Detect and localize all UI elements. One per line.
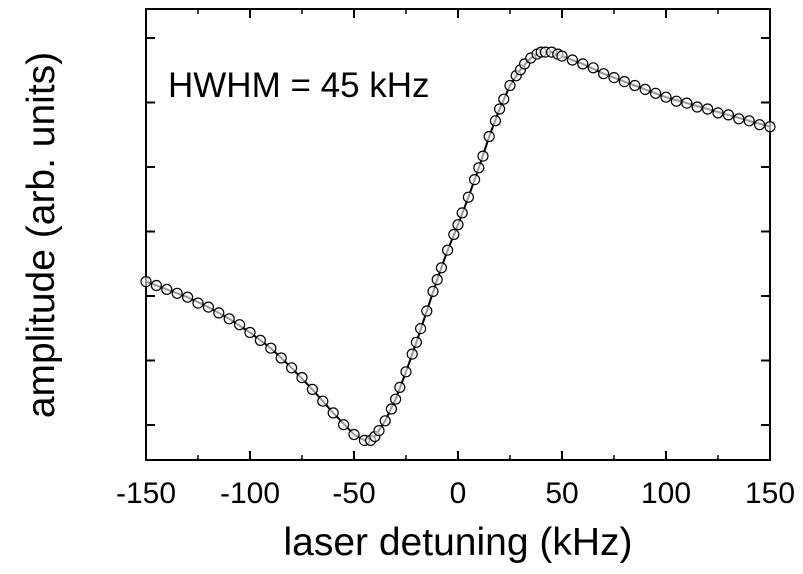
data-point bbox=[427, 285, 439, 297]
data-point bbox=[442, 244, 454, 256]
data-point bbox=[608, 71, 620, 84]
data-point bbox=[421, 305, 433, 317]
data-point bbox=[753, 119, 766, 131]
data-point bbox=[171, 287, 183, 299]
x-tick-label: 50 bbox=[545, 477, 578, 510]
data-point bbox=[498, 93, 510, 105]
fit-line bbox=[145, 51, 771, 442]
data-point bbox=[317, 395, 329, 407]
annotation: HWHM = 45 kHz bbox=[168, 66, 430, 105]
data-point bbox=[348, 428, 360, 441]
data-point bbox=[286, 362, 298, 374]
data-point bbox=[681, 97, 693, 109]
x-tick-label: -150 bbox=[116, 477, 176, 510]
data-point bbox=[701, 103, 714, 115]
data-point bbox=[691, 101, 703, 113]
data-point bbox=[629, 79, 641, 92]
data-point bbox=[477, 150, 489, 162]
data-point bbox=[150, 279, 162, 292]
data-point bbox=[587, 62, 599, 74]
data-point bbox=[743, 115, 755, 127]
data-point bbox=[379, 415, 391, 427]
data-point bbox=[639, 83, 651, 96]
x-axis-label: laser detuning (kHz) bbox=[284, 521, 633, 564]
data-point bbox=[385, 403, 397, 415]
data-point bbox=[223, 313, 235, 325]
data-point bbox=[469, 174, 481, 186]
data-point bbox=[202, 301, 214, 313]
data-point bbox=[462, 191, 474, 203]
data-point bbox=[327, 407, 339, 419]
data-point bbox=[394, 381, 406, 393]
data-point bbox=[140, 276, 152, 288]
data-point bbox=[265, 342, 277, 354]
data-point bbox=[618, 75, 631, 88]
data-point bbox=[192, 297, 204, 309]
data-point bbox=[494, 103, 506, 115]
data-point bbox=[483, 130, 495, 143]
data-point bbox=[670, 95, 683, 107]
data-point bbox=[660, 91, 672, 103]
data-point bbox=[473, 162, 485, 174]
data-point bbox=[338, 419, 350, 431]
data-point bbox=[244, 326, 256, 339]
data-point bbox=[390, 393, 402, 405]
data-point bbox=[556, 50, 568, 62]
data-point bbox=[234, 319, 246, 331]
data-point bbox=[306, 383, 318, 395]
series-layer bbox=[140, 46, 776, 446]
data-point bbox=[406, 348, 418, 360]
data-point bbox=[431, 274, 443, 286]
data-point bbox=[712, 107, 724, 119]
data-point bbox=[213, 307, 225, 319]
data-point bbox=[649, 87, 662, 99]
data-point bbox=[733, 113, 745, 125]
data-point bbox=[504, 79, 516, 92]
data-point bbox=[410, 336, 422, 348]
data-point bbox=[448, 228, 460, 241]
data-point bbox=[400, 366, 412, 378]
data-point bbox=[597, 68, 610, 80]
data-point bbox=[566, 54, 579, 66]
data-point bbox=[764, 121, 776, 133]
ticks-layer bbox=[145, 9, 771, 460]
x-tick-label: 0 bbox=[450, 477, 467, 510]
data-point bbox=[722, 109, 735, 121]
data-point bbox=[275, 352, 287, 364]
data-point bbox=[415, 323, 427, 335]
x-tick-label: 150 bbox=[745, 477, 795, 510]
y-axis-label: amplitude (arb. units) bbox=[20, 52, 63, 418]
tick-labels-layer: -150 -100 -50 0 50 100 150 bbox=[116, 477, 795, 510]
data-point bbox=[489, 115, 501, 127]
data-point bbox=[296, 372, 308, 384]
data-point bbox=[452, 219, 464, 231]
data-point bbox=[456, 207, 468, 219]
x-tick-label: -100 bbox=[220, 477, 280, 510]
x-tick-label: 100 bbox=[641, 477, 691, 510]
data-point bbox=[373, 425, 385, 437]
data-point bbox=[254, 334, 266, 346]
data-point bbox=[161, 283, 173, 295]
x-tick-label: -50 bbox=[332, 477, 375, 510]
data-point bbox=[435, 262, 447, 274]
data-point bbox=[182, 291, 194, 303]
data-point bbox=[577, 58, 589, 70]
